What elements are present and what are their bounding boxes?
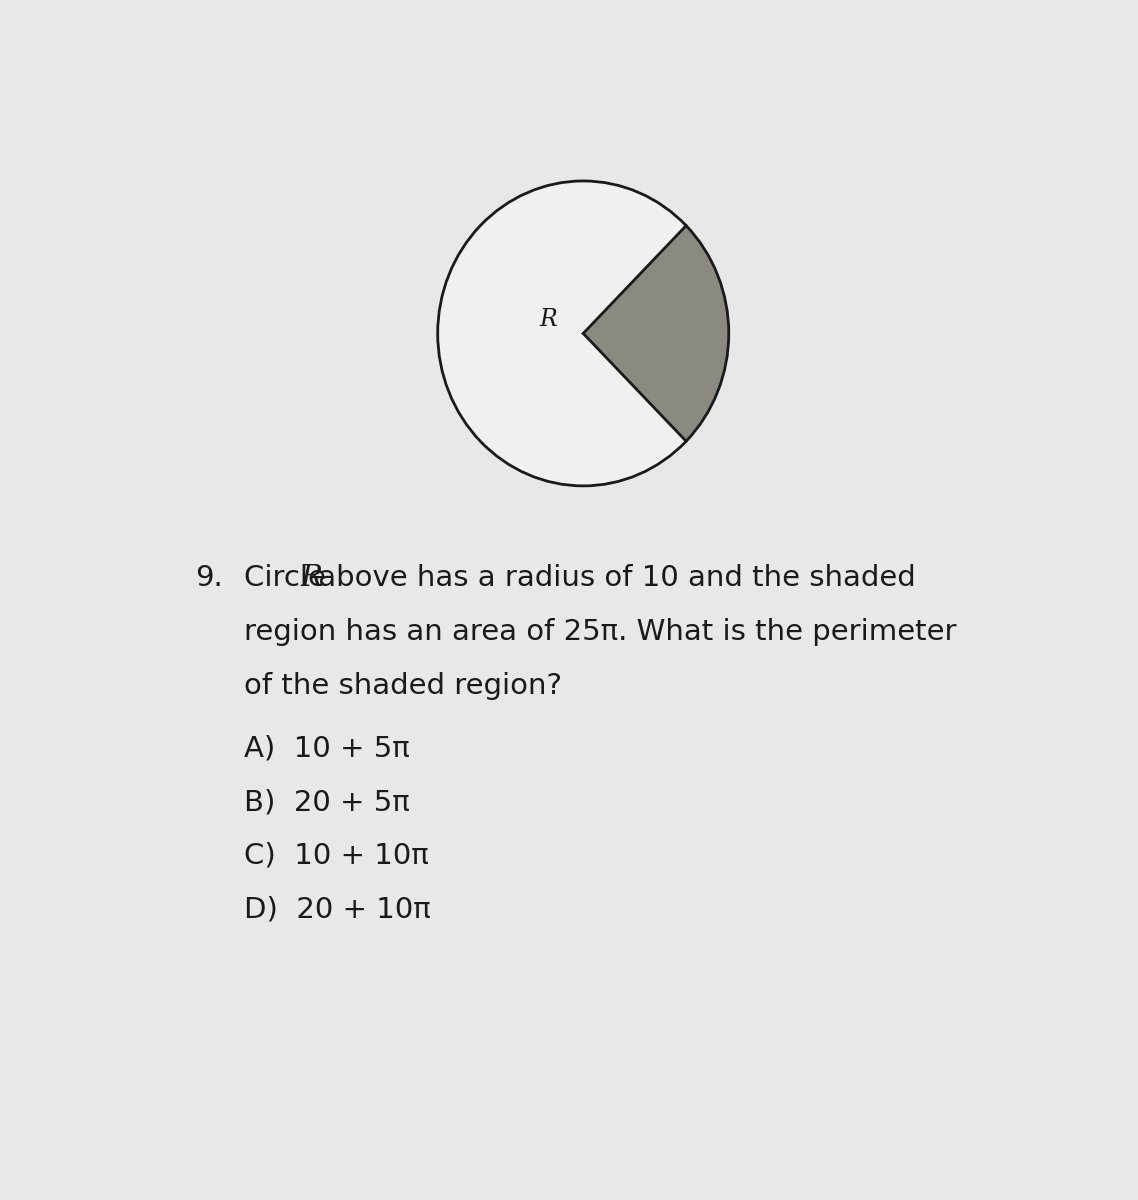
Text: 9.: 9. [196, 564, 223, 593]
Wedge shape [583, 226, 728, 442]
Text: above has a radius of 10 and the shaded: above has a radius of 10 and the shaded [308, 564, 915, 593]
Text: R: R [300, 564, 322, 593]
Text: C)  10 + 10π: C) 10 + 10π [244, 841, 428, 870]
Text: of the shaded region?: of the shaded region? [244, 672, 562, 700]
Circle shape [438, 181, 728, 486]
Text: R: R [539, 308, 556, 331]
Text: A)  10 + 5π: A) 10 + 5π [244, 734, 410, 762]
Text: region has an area of 25π. What is the perimeter: region has an area of 25π. What is the p… [244, 618, 956, 646]
Text: Circle: Circle [244, 564, 335, 593]
Text: B)  20 + 5π: B) 20 + 5π [244, 788, 410, 816]
Text: D)  20 + 10π: D) 20 + 10π [244, 895, 430, 923]
